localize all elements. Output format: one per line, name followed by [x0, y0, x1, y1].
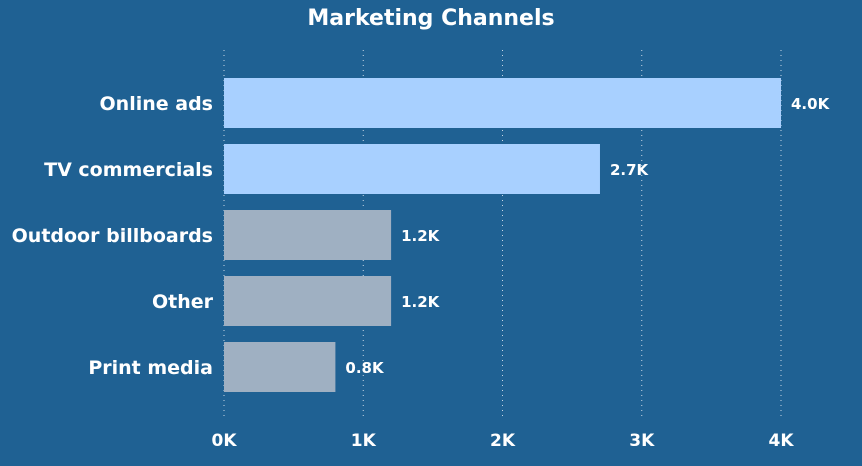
bar-tv-commercials[interactable] — [224, 144, 600, 194]
bar-print-media[interactable] — [224, 342, 336, 392]
category-label: Outdoor billboards — [12, 225, 213, 247]
x-tick-label: 1K — [351, 431, 377, 451]
value-label: 1.2K — [401, 227, 441, 245]
value-label: 1.2K — [401, 293, 441, 311]
bar-online-ads[interactable] — [224, 78, 781, 128]
value-label: 2.7K — [610, 161, 650, 179]
category-label: Online ads — [100, 93, 213, 115]
value-label: 0.8K — [345, 359, 385, 377]
value-label: 4.0K — [791, 95, 831, 113]
bar-outdoor-billboards[interactable] — [224, 210, 392, 260]
bar-other[interactable] — [224, 276, 392, 326]
category-label: Other — [152, 291, 214, 313]
category-label: Print media — [88, 357, 213, 379]
x-tick-label: 0K — [211, 431, 237, 451]
chart-title: Marketing Channels — [307, 6, 555, 31]
x-tick-label: 4K — [768, 431, 794, 451]
x-tick-label: 2K — [490, 431, 516, 451]
category-label: TV commercials — [44, 159, 213, 181]
x-tick-label: 3K — [629, 431, 655, 451]
